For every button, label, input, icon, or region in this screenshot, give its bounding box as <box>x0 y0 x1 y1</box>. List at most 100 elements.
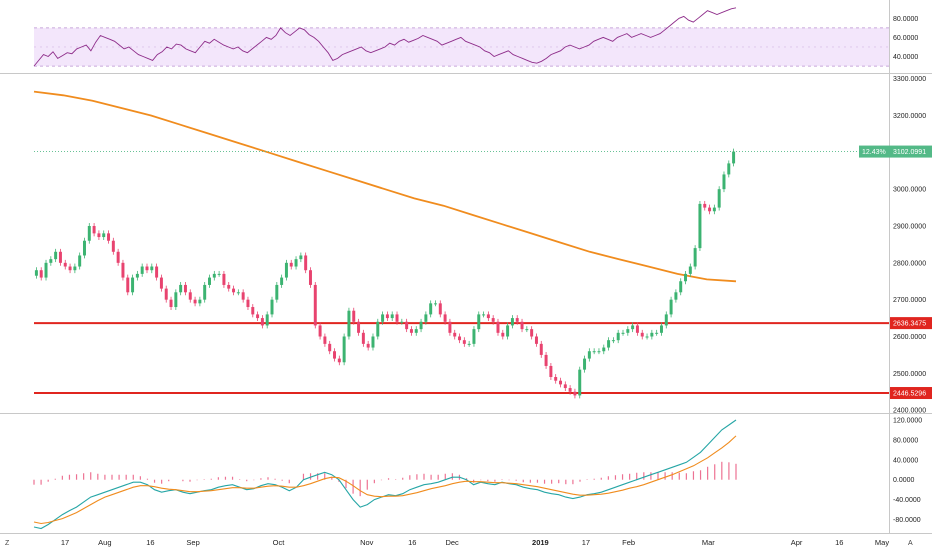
candle-body <box>102 233 106 238</box>
moving-average-series <box>33 90 737 283</box>
candle-body <box>501 332 505 337</box>
macd-panel: 120.0000 80.0000 40.0000 0.0000 -40.0000 -80.… <box>33 417 922 530</box>
candle-body <box>645 336 649 338</box>
candle-body <box>578 369 582 396</box>
candle-body <box>78 255 82 267</box>
macd-axis: 120.0000 80.0000 40.0000 0.0000 -40.0000 -80.… <box>893 417 922 524</box>
candle-body <box>405 321 409 330</box>
candle-body <box>453 332 457 337</box>
candle-body <box>395 314 399 322</box>
time-axis-label: 17 <box>582 538 590 547</box>
candle-body <box>525 329 529 331</box>
time-axis-label: 2019 <box>532 538 549 547</box>
candle-body <box>188 292 192 300</box>
macd-tick-label: 80.0000 <box>893 437 918 444</box>
candle-body <box>534 336 538 344</box>
candle-body <box>703 203 707 208</box>
candle-body <box>592 351 596 353</box>
candle-body <box>390 314 394 319</box>
horizontal-levels <box>34 151 889 395</box>
candle-body <box>684 273 688 282</box>
candle-body <box>597 351 601 353</box>
macd-histogram <box>33 461 737 497</box>
candle-body <box>400 321 404 323</box>
time-axis[interactable]: Z A 17 Aug 16 Sep Oct Nov 16 Dec 2019 17 Feb Mar Apr… <box>5 538 913 547</box>
time-axis-label: 16 <box>408 538 416 547</box>
candle-body <box>73 266 77 271</box>
candle-body <box>121 262 125 278</box>
candle-body <box>385 314 389 319</box>
price-axis: 3300.0000 3200.0000 3000.0000 2900.0000 2800… <box>893 76 926 414</box>
price-tick-label: 2800.0000 <box>893 260 926 267</box>
panel-frames <box>0 0 932 534</box>
candle-body <box>308 270 312 285</box>
candle-body <box>289 262 293 267</box>
candle-body <box>539 343 543 355</box>
price-tick-label: 2400.0000 <box>893 408 926 415</box>
candle-body <box>559 380 562 385</box>
rsi-line <box>33 7 737 67</box>
rsi-tick-label: 80.0000 <box>893 16 918 23</box>
candle-body <box>443 314 447 322</box>
candle-body <box>280 277 284 285</box>
candle-body <box>275 284 279 300</box>
time-axis-left-corner[interactable]: Z <box>5 540 10 547</box>
candle-body <box>722 174 726 190</box>
signal-line <box>33 435 737 525</box>
candle-body <box>92 226 96 234</box>
candle-body <box>429 303 433 315</box>
candle-body <box>164 288 168 300</box>
candle-body <box>241 292 245 300</box>
candle-body <box>717 189 721 208</box>
time-axis-right-corner[interactable]: A <box>908 540 913 547</box>
candle-body <box>611 340 615 342</box>
time-axis-label: Oct <box>273 538 286 547</box>
candle-body <box>371 336 375 348</box>
rsi-tick-label: 40.0000 <box>893 54 918 61</box>
candle-body <box>650 332 654 337</box>
price-tick-label: 3300.0000 <box>893 76 926 83</box>
candle-body <box>477 314 481 330</box>
candle-body <box>607 340 611 348</box>
macd-tick-label: 40.0000 <box>893 457 918 464</box>
candle-body <box>568 388 572 392</box>
candle-body <box>376 321 380 337</box>
candle-body <box>251 307 255 315</box>
candle-body <box>49 259 53 263</box>
last-price-change: 12.43% <box>862 149 886 156</box>
candle-body <box>265 314 269 326</box>
candle-body <box>414 329 418 333</box>
candle-body <box>679 281 683 293</box>
candle-body <box>212 273 216 278</box>
candle-body <box>708 207 712 212</box>
candle-body <box>635 325 639 333</box>
candle-body <box>467 343 471 345</box>
macd-tick-label: -40.0000 <box>893 497 921 504</box>
rsi-band <box>34 27 889 67</box>
time-axis-label: Aug <box>98 538 111 547</box>
candle-body <box>732 151 736 164</box>
candle-body <box>68 266 72 271</box>
candle-body <box>304 255 308 271</box>
candle-body <box>698 203 702 249</box>
moving-average-line <box>33 90 737 283</box>
candle-body <box>357 321 361 333</box>
candle-body <box>727 163 731 175</box>
candle-body <box>554 377 558 381</box>
candle-body <box>155 266 159 278</box>
candle-body <box>208 277 211 285</box>
price-tick-label: 2700.0000 <box>893 297 926 304</box>
candle-body <box>107 233 111 241</box>
level-badge <box>890 317 932 330</box>
rsi-series-line <box>33 7 737 67</box>
time-axis-label: May <box>875 538 889 547</box>
candle-body <box>193 299 197 304</box>
last-price-badge <box>859 145 932 158</box>
candle-body <box>462 340 466 344</box>
candle-body <box>496 321 500 333</box>
rsi-tick-label: 60.0000 <box>893 35 918 42</box>
candle-body <box>222 273 226 285</box>
price-badges: 2636.3475 2446.5296 12.43% 3102.0991 <box>859 145 932 400</box>
price-panel: 3300.0000 3200.0000 3000.0000 2900.0000 2800… <box>33 76 932 415</box>
